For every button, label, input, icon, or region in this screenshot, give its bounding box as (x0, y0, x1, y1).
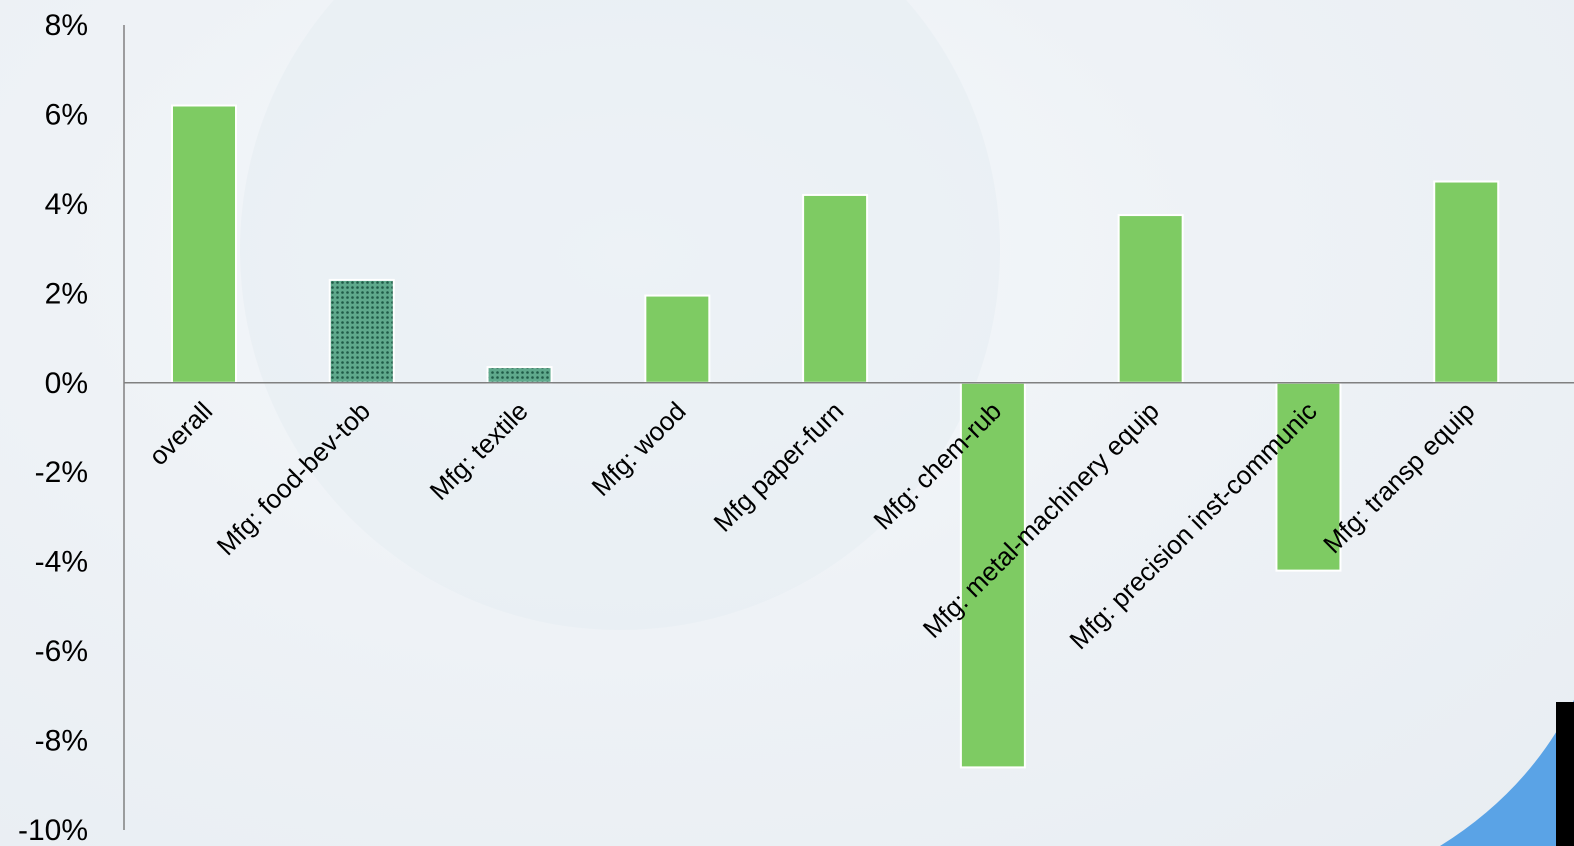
bar-2 (486, 366, 553, 384)
y-tick-label: 4% (45, 188, 88, 221)
y-tick-label: 2% (45, 277, 88, 310)
y-tick-label: 6% (45, 98, 88, 131)
bar-6 (1117, 214, 1184, 384)
bar-1 (328, 278, 395, 384)
y-tick-label: -10% (18, 814, 88, 846)
y-tick-label: -8% (35, 725, 88, 758)
category-label: Mfg: transp equip (1317, 396, 1480, 559)
y-tick-label: 0% (45, 367, 88, 400)
background-decoration (240, 0, 1574, 846)
bar-4 (802, 193, 869, 384)
category-label: overall (143, 396, 218, 471)
bar-3 (644, 294, 711, 384)
bar-5 (959, 381, 1026, 769)
bar-0 (171, 104, 237, 384)
y-tick-label: -4% (35, 546, 88, 579)
y-tick-label: 8% (45, 9, 88, 42)
bar-8 (1433, 180, 1500, 384)
bar-7 (1275, 381, 1342, 572)
y-axis: 8% 6% 4% 2% 0% -2% -4% -6% -8% -10% (18, 9, 125, 846)
y-tick-label: -6% (35, 635, 88, 668)
y-tick-label: -2% (35, 456, 88, 489)
